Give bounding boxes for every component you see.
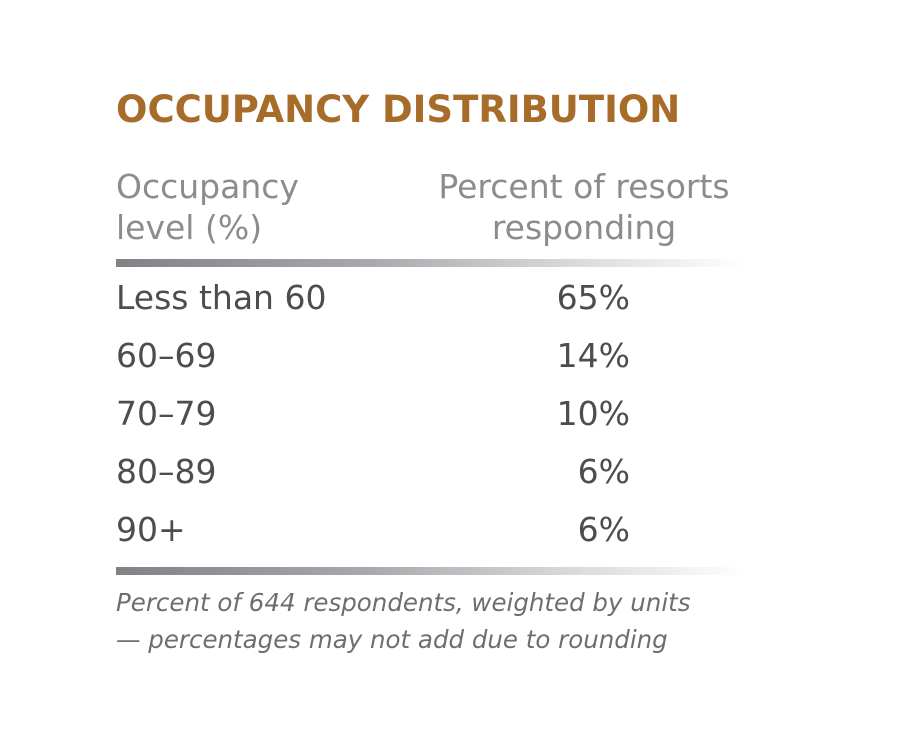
table-row: 90+ 6% xyxy=(116,510,630,568)
table-row: 60–69 14% xyxy=(116,336,630,394)
table-row: Less than 60 65% xyxy=(116,278,630,336)
occupancy-level: 80–89 xyxy=(116,452,217,491)
header-line: level (%) xyxy=(116,208,263,247)
percent-value: 6% xyxy=(577,452,630,491)
header-divider xyxy=(116,259,746,267)
percent-value: 6% xyxy=(577,510,630,549)
footnote-line: — percentages may not add due to roundin… xyxy=(116,625,668,654)
percent-value: 65% xyxy=(556,278,630,317)
header-line: responding xyxy=(491,208,677,247)
footnote: Percent of 644 respondents, weighted by … xyxy=(116,584,691,658)
header-line: Occupancy xyxy=(116,167,299,206)
column-header-occupancy: Occupancy level (%) xyxy=(116,166,299,248)
table-row: 80–89 6% xyxy=(116,452,630,510)
occupancy-level: 70–79 xyxy=(116,394,217,433)
table-title: OCCUPANCY DISTRIBUTION xyxy=(116,88,681,131)
occupancy-level: 60–69 xyxy=(116,336,217,375)
percent-value: 14% xyxy=(556,336,630,375)
footer-divider xyxy=(116,567,746,575)
table-row: 70–79 10% xyxy=(116,394,630,452)
header-line: Percent of resorts xyxy=(438,167,730,206)
footnote-line: Percent of 644 respondents, weighted by … xyxy=(116,588,691,617)
occupancy-level: Less than 60 xyxy=(116,278,327,317)
occupancy-level: 90+ xyxy=(116,510,186,549)
column-header-percent: Percent of resorts responding xyxy=(420,166,748,248)
percent-value: 10% xyxy=(556,394,630,433)
